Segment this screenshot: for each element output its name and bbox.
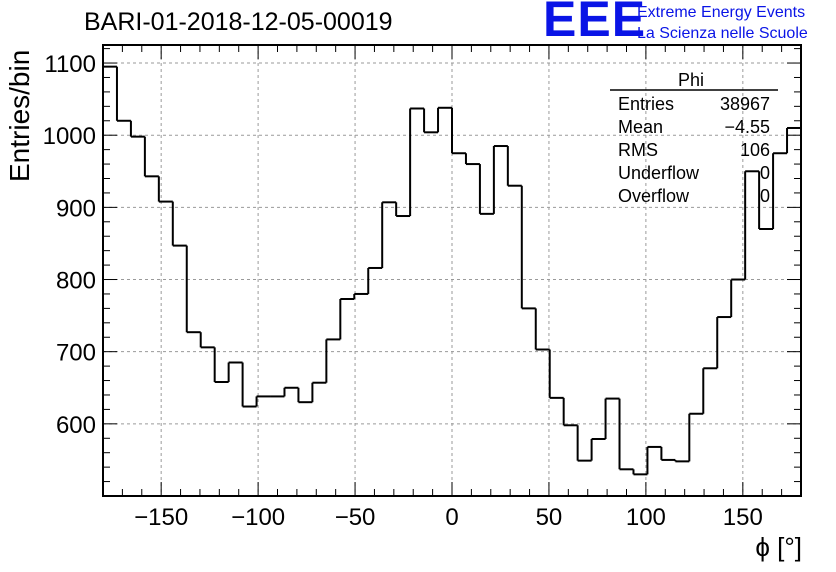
y-tick-label: 600 (56, 412, 96, 439)
x-tick-label: 150 (723, 504, 763, 531)
logo-line-1: Extreme Energy Events (637, 4, 806, 21)
x-tick-label: −100 (231, 504, 285, 531)
y-tick-label: 1100 (44, 51, 96, 78)
stats-label-mean: Mean (618, 117, 664, 137)
stats-value-rms: 106 (739, 140, 770, 160)
stats-value-mean: −4.55 (724, 117, 770, 137)
chart-title: BARI-01-2018-12-05-00019 (84, 8, 393, 36)
x-tick-label: 50 (536, 504, 563, 531)
stats-label-underflow: Underflow (618, 163, 700, 183)
x-axis-label: ϕ [°] (755, 532, 802, 562)
stats-label-rms: RMS (618, 140, 658, 160)
y-tick-label: 900 (56, 195, 96, 222)
stats-value-underflow: 0 (759, 163, 770, 183)
stats-value-overflow: 0 (759, 186, 770, 206)
y-tick-label: 800 (56, 268, 96, 295)
stats-value-entries: 38967 (719, 94, 770, 114)
stats-label-overflow: Overflow (618, 186, 690, 206)
x-tick-label: −150 (134, 504, 188, 531)
eee-logo: EEE (543, 0, 647, 47)
x-tick-label: 100 (626, 504, 666, 531)
x-tick-label: 0 (445, 504, 458, 531)
stats-title: Phi (678, 70, 705, 90)
logo-line-2: La Scienza nelle Scuole (637, 25, 808, 42)
y-tick-label: 1000 (43, 123, 96, 150)
x-tick-label: −50 (335, 504, 376, 531)
y-tick-label: 700 (56, 340, 96, 367)
y-axis-label: Entries/bin (4, 49, 35, 182)
stats-label-entries: Entries (618, 94, 675, 114)
